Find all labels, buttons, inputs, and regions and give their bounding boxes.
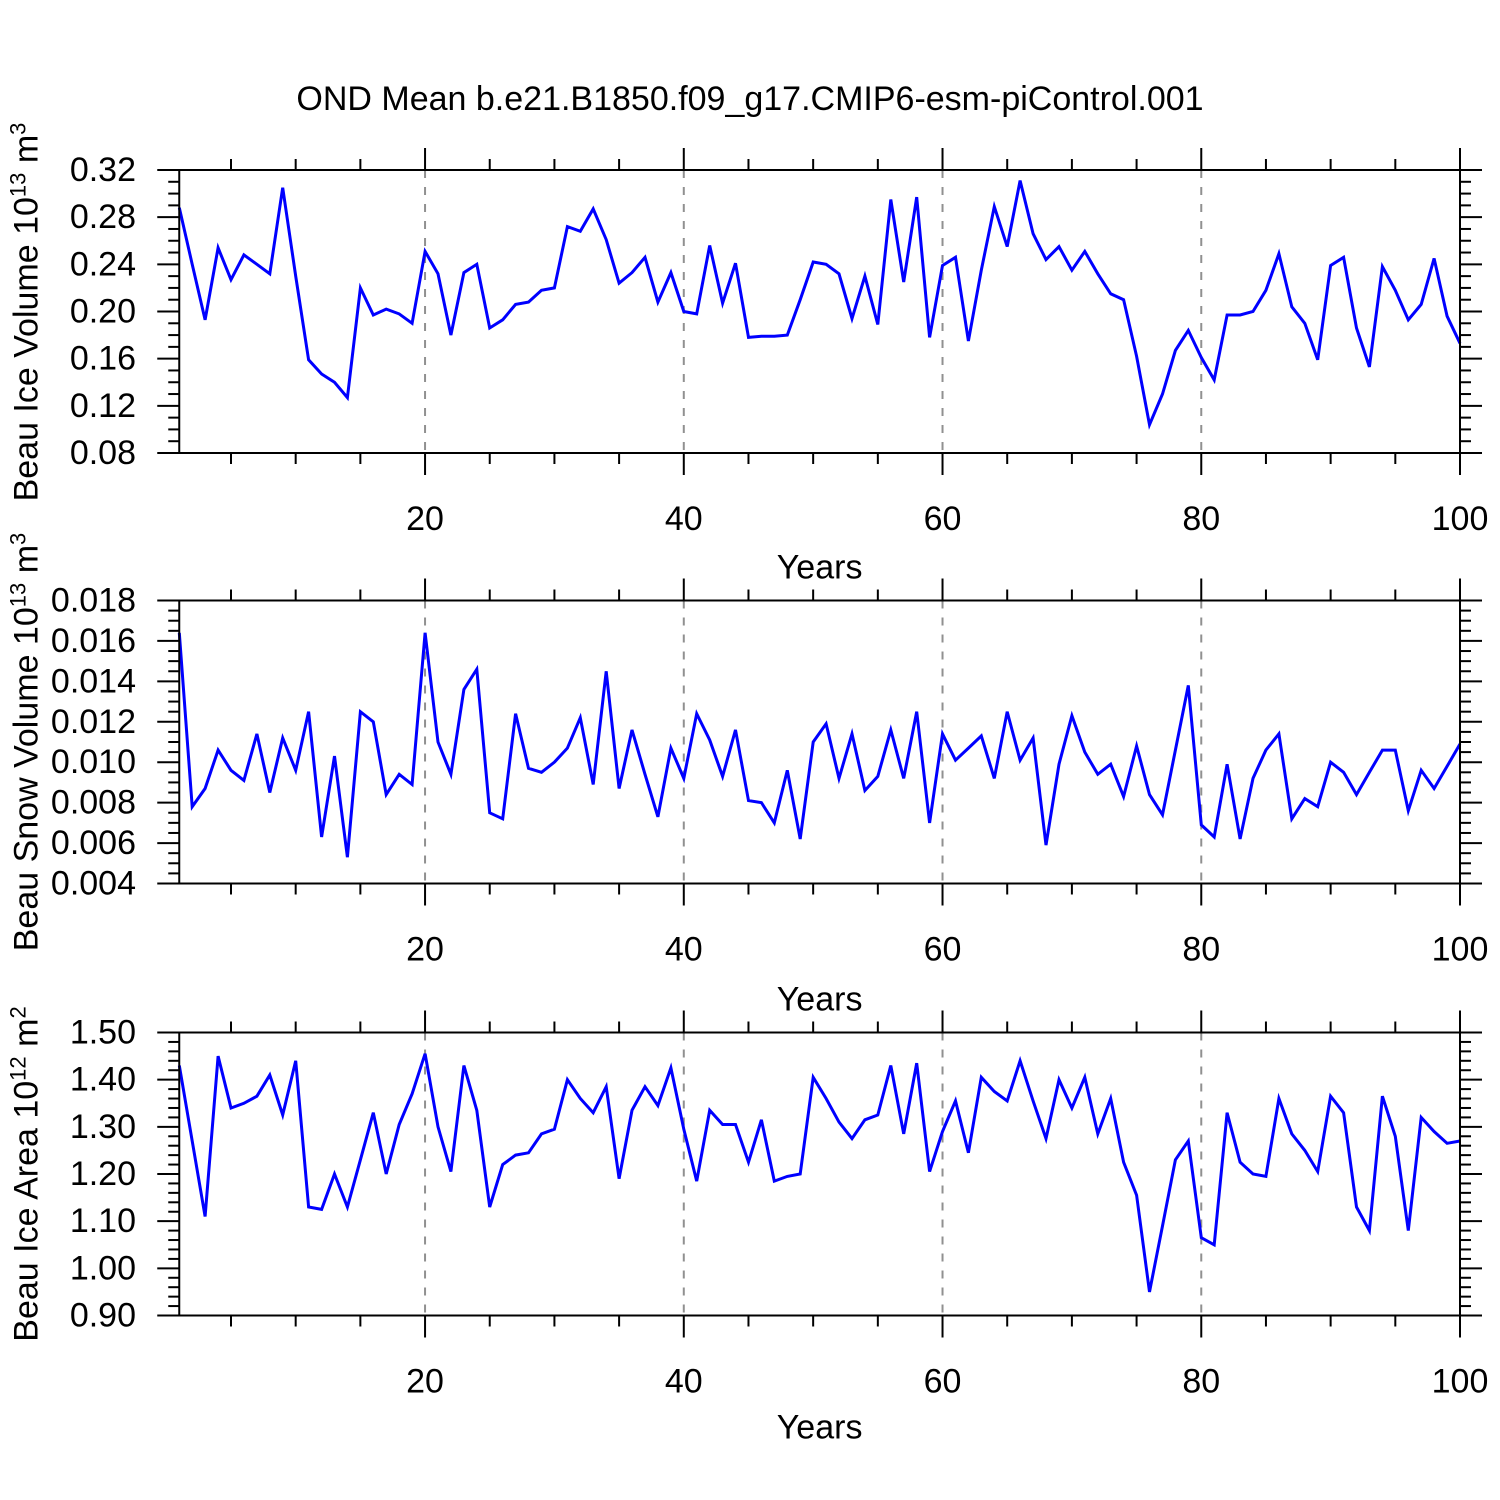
xtick-label-beau-ice-area-80: 80 [1182, 1363, 1220, 1401]
figure-title: OND Mean b.e21.B1850.f09_g17.CMIP6-esm-p… [296, 80, 1204, 118]
y-axis-label-exponent: 13 [5, 172, 31, 197]
xtick-label-beau-snow-volume-60: 60 [924, 931, 962, 969]
ytick-label-beau-snow-volume-0.014: 0.014 [51, 662, 136, 700]
xtick-label-beau-ice-area-20: 20 [406, 1363, 444, 1401]
y-axis-label-ice-volume: Beau Ice Volume 1013 m3 [5, 122, 47, 501]
ytick-label-beau-ice-volume-0.16: 0.16 [70, 340, 136, 378]
xtick-label-beau-snow-volume-80: 80 [1182, 931, 1220, 969]
y-axis-label-text: Beau Ice Area 10 [7, 1080, 46, 1342]
plot-frame-beau-ice-area [178, 1031, 1461, 1317]
y-axis-label-exponent: 12 [5, 1056, 31, 1081]
ytick-label-beau-snow-volume-0.010: 0.010 [51, 743, 136, 781]
y-axis-label-unit: m [7, 1018, 46, 1057]
xtick-label-beau-ice-volume-20: 20 [406, 500, 444, 538]
ytick-label-beau-snow-volume-0.012: 0.012 [51, 703, 136, 741]
y-axis-label-ice-area: Beau Ice Area 1012 m2 [5, 1006, 47, 1342]
ytick-label-beau-ice-area-1.10: 1.10 [70, 1202, 136, 1240]
plot-frame-beau-snow-volume [178, 599, 1461, 885]
ytick-label-beau-ice-volume-0.08: 0.08 [70, 434, 136, 472]
ytick-label-beau-snow-volume-0.018: 0.018 [51, 582, 136, 620]
y-axis-label-exponent: 13 [5, 582, 31, 608]
y-axis-label-text: Beau Ice Volume 10 [7, 196, 46, 501]
x-axis-label-panel-2: Years [776, 980, 863, 1019]
ytick-label-beau-ice-volume-0.28: 0.28 [70, 198, 136, 236]
beau-ice-volume-line [177, 180, 1462, 430]
y-axis-label-unit: m [7, 544, 46, 583]
xtick-label-beau-snow-volume-100: 100 [1432, 931, 1489, 969]
xtick-label-beau-ice-volume-40: 40 [665, 500, 703, 538]
xtick-label-beau-ice-area-60: 60 [924, 1363, 962, 1401]
xtick-label-beau-ice-area-100: 100 [1432, 1363, 1489, 1401]
xtick-label-beau-ice-volume-100: 100 [1432, 500, 1489, 538]
ytick-label-beau-ice-area-1.00: 1.00 [70, 1249, 136, 1287]
y-axis-label-text: Beau Snow Volume 10 [7, 607, 46, 952]
ytick-label-beau-ice-volume-0.12: 0.12 [70, 387, 136, 425]
xtick-label-beau-ice-volume-60: 60 [924, 500, 962, 538]
xtick-label-beau-ice-area-40: 40 [665, 1363, 703, 1401]
ytick-label-beau-ice-volume-0.20: 0.20 [70, 293, 136, 331]
ytick-label-beau-snow-volume-0.004: 0.004 [51, 865, 136, 903]
y-axis-label-snow-volume: Beau Snow Volume 1013 m3 [5, 532, 47, 952]
xtick-label-beau-snow-volume-20: 20 [406, 931, 444, 969]
ytick-label-beau-ice-volume-0.24: 0.24 [70, 245, 136, 283]
y-axis-label-unit: m [7, 134, 46, 173]
xtick-label-beau-ice-volume-80: 80 [1182, 500, 1220, 538]
ytick-label-beau-ice-area-1.40: 1.40 [70, 1061, 136, 1099]
ytick-label-beau-snow-volume-0.016: 0.016 [51, 622, 136, 660]
beau-ice-area-line [177, 1053, 1461, 1293]
xtick-label-beau-snow-volume-40: 40 [665, 931, 703, 969]
y-axis-label-unit-exponent: 3 [5, 122, 31, 135]
ytick-label-beau-snow-volume-0.008: 0.008 [51, 784, 136, 822]
ytick-label-beau-ice-area-1.30: 1.30 [70, 1108, 136, 1146]
y-axis-label-unit-exponent: 2 [5, 1006, 31, 1019]
ytick-label-beau-snow-volume-0.006: 0.006 [51, 824, 136, 862]
x-axis-label-panel-1: Years [776, 548, 863, 587]
ytick-label-beau-ice-volume-0.32: 0.32 [70, 151, 136, 189]
ytick-label-beau-ice-area-0.90: 0.90 [70, 1297, 136, 1335]
x-axis-label-panel-3: Years [776, 1408, 863, 1447]
ytick-label-beau-ice-area-1.20: 1.20 [70, 1155, 136, 1193]
ytick-label-beau-ice-area-1.50: 1.50 [70, 1014, 136, 1052]
y-axis-label-unit-exponent: 3 [5, 532, 31, 545]
beau-snow-volume-line [177, 632, 1462, 858]
